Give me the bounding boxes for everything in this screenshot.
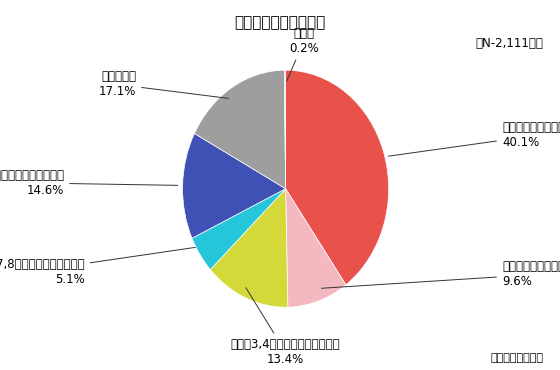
Text: １回も経験したくない
40.1%: １回も経験したくない 40.1% [389,121,560,156]
Wedge shape [211,189,288,307]
Wedge shape [194,70,286,189]
Wedge shape [183,134,286,238]
Wedge shape [284,70,286,189]
Text: 一生に１回なら我慢できる
9.6%: 一生に１回なら我慢できる 9.6% [321,260,560,288]
Text: わからない
17.1%: わからない 17.1% [99,70,228,98]
Text: 一生に3,4回程度なら我慢できる
13.4%: 一生に3,4回程度なら我慢できる 13.4% [231,288,340,366]
Text: 渇水被害に対する容認: 渇水被害に対する容認 [235,15,325,30]
Wedge shape [192,189,286,270]
Text: 無回答
0.2%: 無回答 0.2% [287,27,319,81]
Text: 毎年であっても我慢できる
14.6%: 毎年であっても我慢できる 14.6% [0,169,178,197]
Text: （N-2,111人）: （N-2,111人） [475,37,543,50]
Wedge shape [286,189,346,307]
Text: （注）国土庁調べ: （注）国土庁調べ [490,353,543,363]
Text: 一生に7,8回程度なら我慢できる
5.1%: 一生に7,8回程度なら我慢できる 5.1% [0,248,195,286]
Wedge shape [286,70,389,285]
